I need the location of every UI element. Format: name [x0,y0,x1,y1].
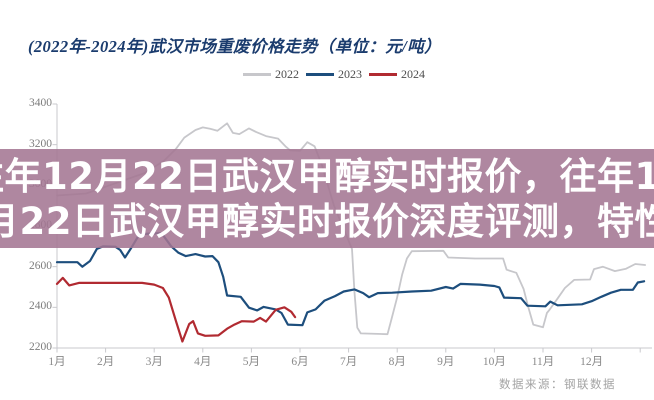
x-tick-label-8yue: 8月 [388,356,406,368]
y-tick-label-2200: 2200 [29,341,52,353]
legend-label-2022: 2022 [275,67,299,81]
legend-swatch-2023 [306,73,334,76]
headline-overlay-banner: 往年12月22日武汉甲醇实时报价，往年12 月22日武汉甲醇实时报价深度评测，特… [0,149,654,248]
x-tick-label-6yue: 6月 [291,356,309,368]
legend-label-2024: 2024 [401,67,425,81]
x-tick-label-2yue: 2月 [96,356,115,368]
x-tick-label-11yue: 11月 [531,356,555,368]
series-line-2024 [55,276,297,343]
y-tick-label-3200: 3200 [29,137,52,150]
x-tick-label-7yue: 7月 [339,356,358,368]
legend-swatch-2022 [243,73,271,76]
headline-overlay-line1: 往年12月22日武汉甲醇实时报价，往年12 [0,154,654,198]
x-tick-label-3yue: 3月 [145,356,163,368]
legend-item-2023: 2023 [306,67,362,82]
y-tick-label-2600: 2600 [29,259,52,272]
legend-swatch-2024 [369,73,397,76]
y-tick-label-3400: 3400 [29,97,52,109]
headline-overlay-line2: 月22日武汉甲醇实时报价深度评测，特性 [0,199,654,243]
legend-label-2023: 2023 [338,67,362,81]
data-source-note: 数据来源：钢联数据 [499,379,616,391]
x-tick-label-4yue: 4月 [194,356,212,368]
y-tick-label-2400: 2400 [29,300,52,313]
x-tick-label-1yue: 1月 [48,356,66,368]
x-tick-label-10yue: 10月 [482,356,506,368]
legend-item-2022: 2022 [243,67,299,82]
x-tick-label-5yue: 5月 [242,356,261,368]
chart-legend: 2022 2023 2024 [243,67,425,82]
legend-item-2024: 2024 [369,67,425,82]
x-tick-label-9yue: 9月 [437,356,455,368]
x-tick-label-12yue: 12月 [580,356,604,368]
chart-title: (2022年-2024年)武汉市场重废价格走势（单位：元/吨） [28,37,441,56]
